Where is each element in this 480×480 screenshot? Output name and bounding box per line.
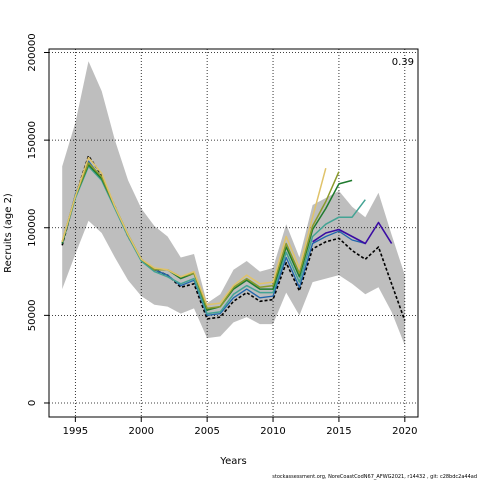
plot-frame	[48, 48, 419, 418]
x-axis-title: Years	[219, 456, 246, 467]
x-tick-label: 1995	[63, 426, 88, 437]
confidence-band-layer	[62, 61, 405, 346]
x-tick-label: 2005	[194, 426, 219, 437]
x-tick-label: 2000	[129, 426, 154, 437]
confidence-band	[62, 61, 405, 346]
x-tick-label: 2010	[260, 426, 285, 437]
series-line-4	[61, 165, 366, 315]
y-axis-title: Recruits (age 2)	[3, 193, 14, 273]
series-line-7	[61, 156, 327, 306]
y-tick-label: 0	[27, 400, 38, 406]
grid-layer	[49, 49, 418, 417]
x-tick-label: 2020	[392, 426, 417, 437]
y-tick-label: 200000	[27, 33, 38, 71]
footer-note: stockassessment.org, NoreCoastCodN67_AFW…	[272, 474, 477, 480]
y-axis-ticks: 0 50000 100000 150000 200000	[27, 33, 49, 406]
series-line-3	[312, 221, 393, 245]
series-layer	[61, 155, 406, 321]
y-tick-label: 100000	[27, 209, 38, 247]
rho-annotation: 0.39	[392, 57, 414, 68]
y-tick-label: 50000	[27, 299, 38, 331]
y-tick-label: 150000	[27, 121, 38, 159]
x-tick-label: 2015	[326, 426, 351, 437]
x-axis-ticks: 1995 2000 2005 2010 2015 2020	[63, 417, 418, 437]
